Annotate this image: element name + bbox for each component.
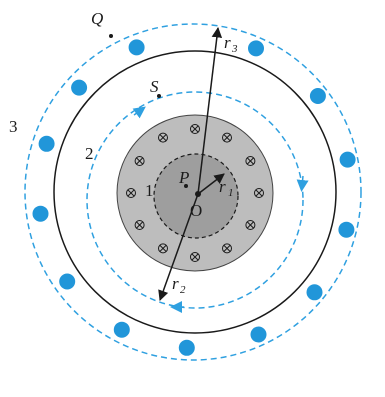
outer-conductor-ring	[53, 50, 337, 334]
inward-current-symbol	[134, 156, 145, 166]
outward-current-dot	[250, 326, 267, 343]
inward-current-symbol	[190, 252, 200, 262]
radius-r3-arrow	[197, 26, 223, 195]
outward-current-dot	[339, 151, 356, 168]
label-r1-sub: 1	[228, 187, 234, 199]
radius-r2-arrow	[158, 193, 199, 301]
label-r1: r	[219, 177, 226, 196]
label-r3: r	[224, 33, 231, 52]
outward-current-dot	[128, 39, 145, 56]
label-q: Q	[91, 9, 103, 28]
amperian-loop-1	[153, 153, 239, 239]
label-o: O	[190, 201, 202, 220]
loop-2-arrow-right	[296, 175, 309, 192]
point-p-marker	[184, 184, 188, 188]
label-r2-sub: 2	[180, 284, 186, 296]
label-loop-1: 1	[145, 181, 154, 200]
outward-current-dot	[59, 273, 76, 290]
inward-current-symbol	[245, 156, 256, 166]
label-loop-3: 3	[9, 117, 18, 136]
label-loop-2: 2	[85, 144, 94, 163]
outward-current-dot	[32, 205, 49, 222]
inward-current-symbol	[245, 220, 256, 230]
inward-current-symbol	[126, 188, 136, 198]
inward-current-symbol	[158, 132, 168, 143]
inward-current-symbol	[222, 243, 232, 254]
point-q-marker	[109, 34, 113, 38]
amperian-loop-2	[86, 91, 304, 309]
radius-r1-arrow	[197, 173, 225, 195]
label-p: P	[178, 168, 189, 187]
inward-current-symbol	[158, 243, 168, 254]
amperian-loop-3	[24, 23, 362, 361]
inward-current-symbol	[134, 220, 145, 230]
inward-current-symbols	[126, 124, 264, 262]
loop-2-arrow-top	[132, 106, 146, 119]
outward-current-dots	[32, 39, 356, 356]
center-point	[195, 191, 201, 197]
label-s: S	[150, 77, 159, 96]
label-r2: r	[172, 274, 179, 293]
inward-current-symbol	[190, 124, 200, 134]
label-r3-sub: 3	[231, 43, 238, 55]
outward-current-dot	[178, 339, 195, 356]
outward-current-dot	[309, 88, 326, 104]
inward-current-symbol	[254, 188, 264, 198]
outward-current-dot	[248, 40, 264, 57]
point-s-marker	[157, 94, 161, 98]
inward-current-symbol	[222, 132, 232, 143]
outward-current-dot	[306, 284, 323, 301]
outward-current-dot	[338, 221, 355, 238]
outward-current-dot	[113, 321, 130, 338]
outward-current-dot	[71, 79, 88, 96]
outward-current-dot	[38, 135, 55, 152]
